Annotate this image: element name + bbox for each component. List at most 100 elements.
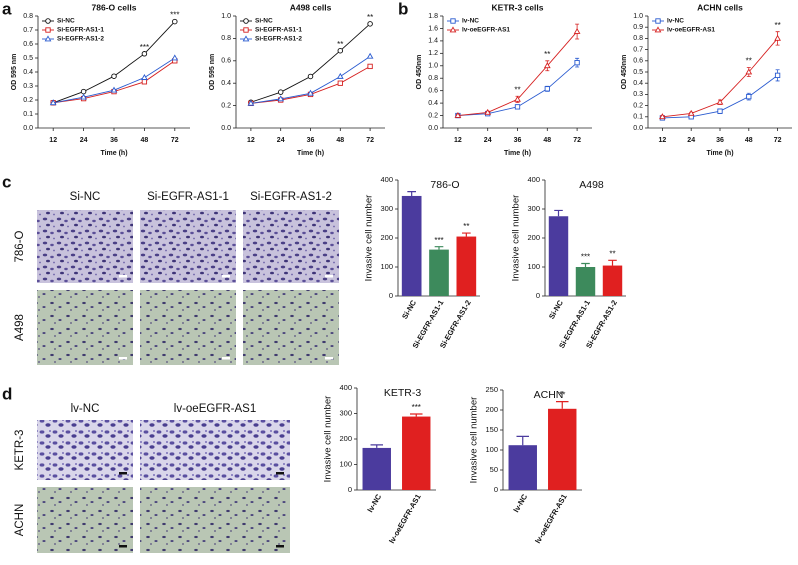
series-line [662,38,778,118]
scale-bar [119,545,127,548]
scale-bar [325,357,333,360]
bar [456,236,477,296]
error-bar [608,259,617,266]
bar [402,416,431,490]
y-tick-label: 200 [380,233,393,242]
y-tick-label: 0.5 [23,55,33,62]
x-tick-label: 12 [49,137,57,144]
x-tick-label: 48 [336,137,344,144]
point [44,35,52,42]
point [543,62,551,69]
scale-bar [222,357,230,360]
error-bar [370,444,384,448]
y-tick-label: 0 [494,485,498,494]
scale-bar [119,472,127,475]
point [307,89,314,96]
x-tick-label: 24 [80,137,88,144]
y-tick-label: 0.6 [633,58,643,65]
point [514,95,521,102]
y-tick-label: 400 [339,383,352,392]
micrograph [140,420,290,480]
y-tick-label: 1.0 [428,63,438,70]
point [49,99,57,106]
x-tick-label: 48 [141,137,149,144]
y-axis-label: Invasive cell number [511,195,522,282]
point [247,99,255,106]
y-tick-label: 0.0 [23,125,33,132]
legend-label: lv-NC [462,18,479,25]
point [745,68,753,75]
legend-label: Si-NC [57,18,75,25]
significance: *** [434,236,443,245]
point [141,79,148,85]
y-tick-label: 0.7 [633,46,643,53]
scale-bar [276,472,284,475]
error-bar [516,435,530,446]
y-tick-label: 0.4 [23,69,33,76]
y-axis-label: Invasive cell number [323,396,334,483]
panel-label: c [2,172,11,191]
y-tick-label: 1.4 [428,38,438,45]
y-tick-label: 300 [380,204,393,213]
chart-title: 786-O [430,179,459,191]
point [80,93,87,100]
significance: ** [367,13,373,22]
legend-label: lv-NC [667,18,684,25]
x-tick-label: 72 [774,137,782,144]
point [337,47,344,54]
micrograph [37,210,133,283]
y-tick-label: 100 [339,459,352,468]
y-tick-label: 0.4 [428,100,438,107]
point [717,108,723,114]
micrograph [37,420,133,480]
error-bar [407,191,416,196]
image-row-label: ACHN [14,504,26,537]
x-tick-label: 36 [716,137,724,144]
y-tick-label: 1.2 [428,50,438,57]
y-tick-label: 0 [348,485,352,494]
point [654,26,662,33]
x-axis-label: Time (h) [504,150,531,157]
panel-label: b [398,0,408,18]
significance: *** [140,43,149,52]
y-tick-label: 200 [339,434,352,443]
x-tick-label: 24 [484,137,492,144]
x-tick-label: 72 [366,137,374,144]
x-tick-label: lv-NC [366,492,384,514]
point [336,72,344,79]
y-tick-label: 0.9 [633,24,643,31]
micrograph [140,290,236,365]
series-line [250,66,371,104]
panel-label: d [2,384,12,403]
bar [508,445,537,490]
x-tick-label: 36 [110,137,118,144]
y-tick-label: 0.2 [428,112,438,119]
y-tick-label: 150 [485,425,498,434]
significance: ** [609,249,615,258]
point [574,60,580,66]
significance: ** [544,50,550,59]
error-bar [581,262,590,267]
chart-title: ACHN cells [697,2,743,12]
y-tick-label: 0.6 [221,58,231,65]
significance: *** [581,253,590,262]
y-tick-label: 0.4 [221,80,231,87]
point [367,63,373,70]
image-row-label: A498 [14,314,26,341]
legend-label: Si-EGFR-AS1-1 [255,27,302,34]
x-tick-label: 72 [171,137,179,144]
point [243,18,249,24]
scale-bar [222,275,230,278]
bar [575,267,596,296]
x-tick-label: lv-oeEGFR-AS1 [387,492,423,545]
series-line [457,31,578,117]
x-tick-label: 48 [745,137,753,144]
image-column-label: Si-EGFR-AS1-1 [147,191,229,203]
legend-label: Si-EGFR-AS1-1 [57,27,104,34]
y-tick-label: 300 [339,408,352,417]
y-tick-label: 1.6 [428,25,438,32]
legend-label: lv-oeEGFR-AS1 [667,27,715,34]
image-column-label: Si-NC [70,191,101,203]
x-tick-label: 48 [543,137,551,144]
x-axis-label: Time (h) [706,150,733,157]
